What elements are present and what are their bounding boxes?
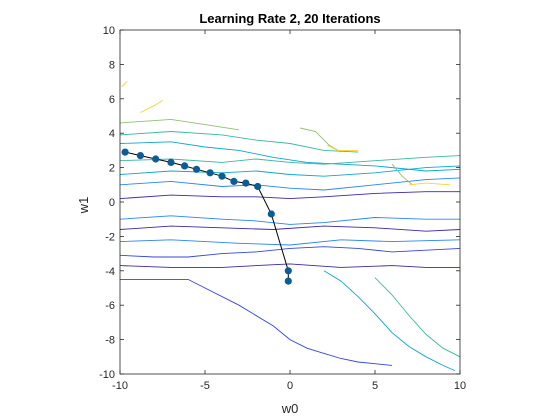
y-tick-label: 0 [109, 197, 115, 209]
contour-line-16 [391, 163, 413, 186]
contour-line-18 [121, 81, 128, 88]
y-tick-label: -6 [105, 300, 115, 312]
contour-line-17 [140, 100, 163, 114]
path-point-7 [206, 169, 214, 177]
path-point-10 [167, 158, 175, 166]
contour-lines [119, 81, 461, 372]
x-tick-label: -10 [112, 380, 128, 392]
path-point-1 [284, 267, 292, 275]
x-tick-label: 0 [287, 380, 293, 392]
contour-line-2 [119, 263, 460, 268]
y-tick-label: 2 [109, 163, 115, 175]
y-axis-ticks: -10 -8 -6 -4 -2 0 2 4 6 8 10 [99, 25, 460, 381]
contour-line-7 [119, 239, 461, 246]
path-point-5 [230, 177, 238, 185]
x-tick-label: 10 [454, 380, 466, 392]
y-tick-label: -2 [105, 231, 115, 243]
contour-line-20 [408, 182, 450, 186]
path-point-3 [254, 182, 262, 191]
contour-line-14 [119, 118, 240, 131]
contour-line-12 [374, 277, 461, 358]
y-tick-label: 10 [103, 25, 115, 37]
path-point-13 [121, 148, 129, 156]
y-tick-label: -10 [99, 369, 115, 381]
y-axis-label: w1 [76, 197, 91, 215]
x-tick-label: 5 [372, 380, 378, 392]
y-tick-label: -8 [105, 335, 115, 347]
path-point-4 [242, 179, 250, 187]
plot-area [120, 30, 460, 374]
y-tick-label: 8 [109, 59, 115, 71]
contour-line-4 [119, 246, 461, 258]
x-tick-label: -5 [200, 380, 210, 392]
contour-line-3 [120, 278, 393, 366]
contour-line-6 [119, 215, 460, 225]
contour-line-10 [323, 270, 456, 372]
contour-line-19 [327, 144, 358, 151]
path-point-6 [218, 172, 226, 180]
contour-line-1 [119, 191, 460, 200]
contour-line-13 [119, 131, 359, 153]
y-tick-label: -4 [105, 266, 115, 278]
path-point-12 [136, 152, 144, 160]
path-point-9 [181, 162, 189, 170]
chart-title: Learning Rate 2, 20 Iterations [199, 11, 380, 26]
contour-line-5 [119, 177, 461, 191]
y-tick-label: 4 [109, 128, 115, 140]
path-point-8 [192, 165, 201, 173]
y-tick-label: 6 [109, 94, 115, 106]
path-point-0 [284, 277, 292, 285]
x-axis-label: w0 [281, 401, 299, 416]
contour-line-9 [119, 141, 461, 172]
x-axis-ticks: -10 -5 0 5 10 [112, 30, 466, 392]
path-point-11 [152, 155, 160, 163]
contour-line-11 [119, 155, 461, 165]
contour-line-0 [119, 225, 461, 232]
descent-path [121, 148, 292, 285]
path-point-2 [267, 210, 275, 218]
